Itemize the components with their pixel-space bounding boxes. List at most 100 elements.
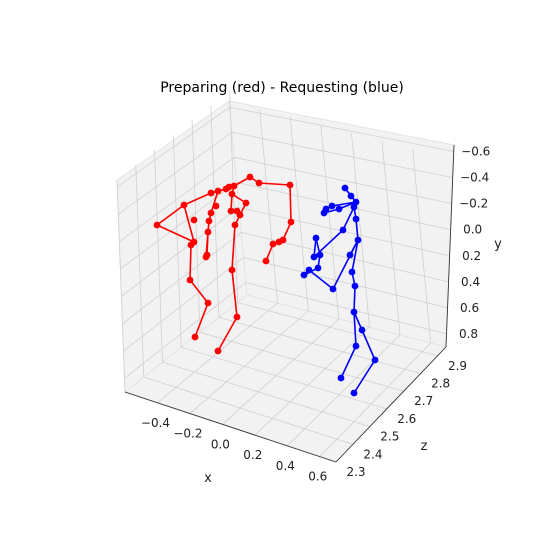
joint-point bbox=[214, 347, 222, 355]
y-grid-back bbox=[245, 282, 447, 335]
y-grid-back bbox=[231, 131, 453, 178]
joint-point bbox=[231, 221, 239, 229]
z-tick-label: 2.7 bbox=[414, 394, 433, 408]
z-grid-floor bbox=[237, 302, 438, 357]
z-grid-floor bbox=[181, 346, 387, 410]
joint-point bbox=[153, 221, 161, 229]
axes-panes bbox=[116, 100, 455, 463]
z-tick-label: 2.9 bbox=[448, 359, 467, 373]
joint-point bbox=[286, 181, 294, 189]
joint-point bbox=[207, 209, 215, 217]
y-grid-left bbox=[117, 106, 230, 188]
x-grid-wall bbox=[320, 124, 340, 320]
y-axis-line bbox=[445, 144, 455, 348]
joint-point bbox=[347, 192, 355, 200]
joint-point bbox=[202, 253, 210, 261]
y-tick-label: 0.4 bbox=[461, 275, 480, 289]
y-tick-label: 0.6 bbox=[460, 301, 479, 315]
z-grid-floor bbox=[143, 376, 354, 445]
joint-point bbox=[346, 251, 354, 259]
joint-point bbox=[348, 268, 356, 276]
z-tick-label: 2.4 bbox=[363, 447, 382, 461]
skeleton-segment bbox=[331, 201, 357, 207]
skeleton-segment bbox=[183, 204, 195, 243]
x-grid-wall bbox=[259, 108, 279, 304]
z-grid-wall bbox=[210, 105, 220, 318]
joint-point bbox=[358, 326, 366, 334]
skeleton-segment bbox=[210, 190, 219, 214]
z-tick-label: 2.8 bbox=[431, 377, 450, 391]
z-tick-labels: 2.3 2.4 2.5 2.6 2.7 2.8 2.9 bbox=[346, 359, 467, 479]
y-tick-label: 0.8 bbox=[459, 327, 478, 341]
z-axis-line bbox=[335, 346, 447, 463]
z-grid-wall bbox=[116, 179, 126, 393]
joint-point bbox=[316, 251, 324, 259]
skeleton-segment bbox=[289, 184, 292, 223]
x-axis-line bbox=[124, 391, 337, 463]
joint-point bbox=[228, 190, 236, 198]
joint-point bbox=[310, 253, 318, 261]
y-grid-back bbox=[241, 232, 449, 283]
y-tick-label: 0.0 bbox=[463, 223, 482, 237]
y-tick-label: −0.6 bbox=[461, 145, 490, 159]
y-tick-labels: −0.6 −0.4 −0.2 0.0 0.2 0.4 0.6 0.8 bbox=[459, 145, 490, 341]
joint-point bbox=[329, 285, 337, 293]
y-grid-left bbox=[124, 282, 247, 379]
skeleton-segment bbox=[353, 359, 376, 394]
x-tick-labels: −0.4−0.2 0.0 0.2 0.4 0.6 bbox=[141, 416, 327, 484]
z-grid-wall bbox=[191, 120, 201, 333]
z-tick-label: 2.5 bbox=[380, 430, 399, 444]
joint-point bbox=[328, 202, 336, 210]
axes-grid bbox=[116, 90, 454, 463]
joint-point bbox=[228, 266, 236, 274]
joint-point bbox=[352, 215, 360, 223]
joint-point bbox=[352, 342, 360, 350]
skeleton-segment bbox=[189, 244, 192, 281]
series-1 bbox=[300, 184, 379, 397]
skeleton-segment bbox=[217, 316, 238, 352]
joint-point bbox=[341, 184, 349, 192]
joint-point bbox=[335, 205, 343, 213]
y-tick-label: −0.2 bbox=[459, 197, 488, 211]
z-grid-wall bbox=[154, 150, 163, 363]
x-grid-floor bbox=[222, 318, 340, 425]
joint-point bbox=[207, 189, 215, 197]
joint-point bbox=[337, 374, 345, 382]
skeleton-segment bbox=[332, 239, 359, 290]
y-grid-back bbox=[229, 106, 454, 152]
joint-point bbox=[246, 173, 254, 181]
skeleton-segment bbox=[353, 311, 357, 347]
skeleton-segment bbox=[355, 218, 359, 241]
skeleton-segment bbox=[308, 269, 334, 290]
z-tick-label: 2.3 bbox=[346, 465, 365, 479]
series-layer bbox=[153, 173, 379, 397]
y-grid-left bbox=[120, 182, 237, 270]
y-grid-left bbox=[122, 232, 242, 324]
joint-point bbox=[191, 333, 199, 341]
skeleton-segment bbox=[340, 345, 357, 379]
x-grid-wall bbox=[381, 140, 401, 336]
axes-lines bbox=[124, 144, 455, 463]
y-grid-back bbox=[243, 257, 448, 309]
skeleton-segment bbox=[258, 182, 291, 186]
series-0 bbox=[153, 173, 295, 355]
chart-title: Preparing (red) - Requesting (blue) bbox=[160, 80, 404, 96]
joint-point bbox=[275, 238, 283, 246]
skeleton-segment bbox=[351, 239, 359, 273]
skeleton-segment bbox=[156, 204, 185, 226]
joint-point bbox=[242, 199, 250, 207]
skeleton-segment bbox=[183, 192, 212, 206]
z-grid-wall bbox=[172, 135, 182, 348]
skeleton-segment bbox=[194, 302, 209, 338]
joint-point bbox=[354, 236, 362, 244]
joint-point bbox=[236, 211, 244, 219]
joint-point bbox=[314, 264, 322, 272]
joint-point bbox=[262, 257, 270, 265]
x-grid-floor bbox=[189, 310, 309, 414]
joint-point bbox=[287, 218, 295, 226]
joint-point bbox=[255, 179, 263, 187]
joint-point bbox=[312, 234, 320, 242]
y-tick-label: −0.4 bbox=[460, 171, 489, 185]
x-tick-label: 0.0 bbox=[211, 437, 230, 451]
